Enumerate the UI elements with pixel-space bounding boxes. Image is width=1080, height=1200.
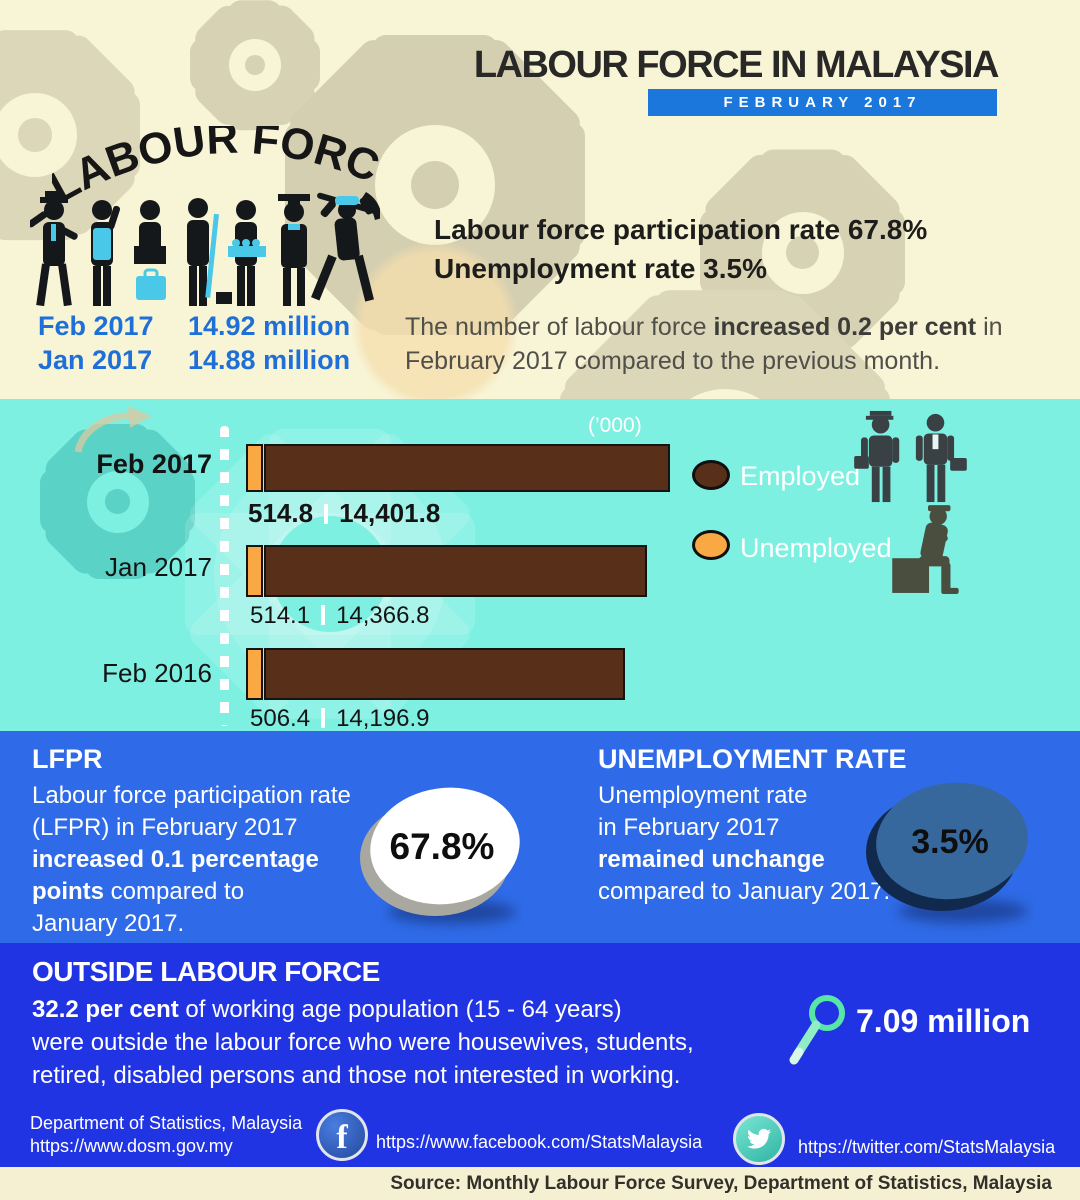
- accent-blob: [350, 240, 520, 399]
- key-rates-headline: Labour force participation rate 67.8% Un…: [434, 210, 927, 288]
- facebook-letter: f: [336, 1119, 348, 1156]
- legend-employed-swatch: [692, 460, 730, 490]
- lfpr-heading: LFPR: [32, 744, 103, 774]
- outside-line3: retired, disabled persons and those not …: [32, 1062, 681, 1089]
- bar-unemployed-feb2016: [246, 648, 263, 700]
- intro-text: The number of labour force: [405, 313, 714, 341]
- value-separator: [321, 708, 326, 728]
- legend-employed-label: Employed: [740, 461, 861, 491]
- lfpr-headline: Labour force participation rate 67.8%: [434, 214, 928, 245]
- period-ribbon: FEBRUARY 2017: [648, 89, 997, 116]
- bar-employed-feb2017: [264, 444, 670, 492]
- department-url[interactable]: https://www.dosm.gov.my: [30, 1136, 233, 1156]
- chart-axis-dotted-line: [220, 426, 229, 726]
- gear-icon: [39, 423, 196, 580]
- lfpr-line: points compared to: [32, 876, 244, 908]
- gear-icon: [559, 289, 891, 399]
- employed-workers-icon: [854, 410, 967, 503]
- intro-bold: increased 0.2 per cent: [713, 313, 977, 341]
- intro-line1: The number of labour force increased 0.2…: [405, 310, 1003, 344]
- unemployment-value: 3.5%: [911, 822, 989, 861]
- chart-unit-label: (’000): [588, 414, 642, 437]
- intro-text: in: [976, 313, 1003, 341]
- lfpr-bold: points: [32, 878, 104, 905]
- lfpr-line: Labour force participation rate: [32, 782, 351, 809]
- chart-row-label: Feb 2017: [96, 449, 212, 479]
- labour-force-totals: Feb 2017 14.92 million Jan 2017 14.88 mill…: [38, 309, 350, 377]
- facebook-url[interactable]: https://www.facebook.com/StatsMalaysia: [376, 1132, 703, 1152]
- legend-unemployed-label: Unemployed: [740, 533, 892, 563]
- source-text: Source: Monthly Labour Force Survey, Dep…: [390, 1172, 1052, 1194]
- stat-label: Jan 2017: [38, 345, 153, 375]
- bar-unemployed-jan2017: [246, 545, 263, 597]
- stat-row: Feb 2017 14.92 million: [38, 309, 350, 343]
- twitter-icon[interactable]: [733, 1113, 785, 1165]
- unemployment-line: in February 2017: [598, 814, 780, 841]
- employed-value: 14,401.8: [339, 498, 441, 528]
- legend-unemployed-swatch: [692, 530, 730, 560]
- unemployed-value: 514.8: [248, 498, 314, 528]
- chart-row-values: 514.8 14,401.8: [248, 498, 440, 529]
- outside-labour-force-section: OUTSIDE LABOUR FORCE 32.2 per cent of wo…: [0, 943, 1080, 1167]
- employed-value: 14,196.9: [336, 705, 430, 731]
- stat-row: Jan 2017 14.88 million: [38, 343, 350, 377]
- stat-label: Feb 2017: [38, 311, 154, 341]
- unemployment-heading: UNEMPLOYMENT RATE: [598, 744, 907, 774]
- source-bar: Source: Monthly Labour Force Survey, Dep…: [0, 1167, 1080, 1200]
- gear-icon: [0, 29, 141, 241]
- lfpr-value: 67.8%: [389, 826, 495, 867]
- lfpr-line-bold: increased 0.1 percentage: [32, 846, 319, 873]
- facebook-icon[interactable]: f: [316, 1109, 368, 1161]
- department-credit: Department of Statistics, Malaysia https…: [30, 1112, 302, 1158]
- page-title: LABOUR FORCE IN MALAYSIA: [473, 44, 1000, 86]
- outside-bold: 32.2 per cent: [32, 996, 179, 1023]
- gear-icon: [284, 34, 586, 336]
- outside-text: of working age population (15 - 64 years…: [178, 996, 622, 1023]
- intro-paragraph: The number of labour force increased 0.2…: [405, 310, 1003, 378]
- employed-value: 14,366.8: [336, 602, 430, 629]
- labour-force-people-icon: [30, 191, 380, 307]
- intro-line2: February 2017 compared to the previous m…: [405, 347, 941, 375]
- header-section: LABOUR FORCE IN MALAYSIA FEBRUARY 2017 L…: [0, 0, 1080, 399]
- unemployment-line: compared to January 2017.: [598, 878, 891, 905]
- unemployment-value-bubble: 3.5%: [866, 775, 1034, 923]
- chart-row-values: 506.4 14,196.9: [250, 705, 429, 731]
- outside-heading: OUTSIDE LABOUR FORCE: [32, 956, 380, 987]
- outside-line2: were outside the labour force who were h…: [32, 1029, 694, 1056]
- department-name: Department of Statistics, Malaysia: [30, 1113, 303, 1133]
- chart-row-label: Feb 2016: [102, 658, 212, 688]
- chart-section: (’000) Feb 2017 514.8 14,401.8 Jan 2017 5…: [0, 399, 1080, 731]
- bar-unemployed-feb2017: [246, 444, 263, 492]
- unemployment-headline: Unemployment rate 3.5%: [434, 253, 767, 284]
- outside-line1: 32.2 per cent of working age population …: [32, 993, 622, 1026]
- unemployed-value: 506.4: [250, 705, 311, 731]
- value-separator: [324, 504, 329, 524]
- bar-employed-feb2016: [264, 648, 625, 700]
- stat-value: 14.92 million: [188, 311, 351, 341]
- lfpr-text: compared to: [104, 878, 245, 905]
- chart-row-label: Jan 2017: [105, 552, 212, 582]
- stat-value: 14.88 million: [188, 345, 351, 375]
- magnifier-icon: [789, 995, 845, 1065]
- lfpr-value-bubble: 67.8%: [360, 778, 528, 924]
- twitter-bird-icon: [747, 1128, 771, 1149]
- unemployment-line: Unemployment rate: [598, 782, 808, 809]
- rates-section: LFPR Labour force participation rate (LF…: [0, 731, 1080, 943]
- bar-employed-jan2017: [264, 545, 647, 597]
- outside-value: 7.09 million: [856, 1003, 1031, 1039]
- gear-icon: [189, 0, 321, 131]
- value-separator: [321, 605, 326, 625]
- twitter-url[interactable]: https://twitter.com/StatsMalaysia: [798, 1137, 1056, 1157]
- lfpr-line: January 2017.: [32, 910, 185, 937]
- unemployed-value: 514.1: [250, 602, 311, 629]
- chart-row-values: 514.1 14,366.8: [250, 602, 429, 630]
- gear-icon: [699, 149, 906, 356]
- lfpr-line: (LFPR) in February 2017: [32, 814, 298, 841]
- unemployed-sitting-icon: [892, 505, 959, 594]
- unemployment-line-bold: remained unchange: [598, 846, 825, 873]
- curved-arrow-icon: [74, 406, 152, 453]
